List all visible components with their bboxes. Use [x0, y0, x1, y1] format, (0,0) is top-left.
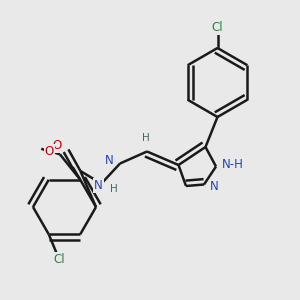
- Text: N: N: [94, 178, 103, 192]
- Text: O: O: [45, 145, 54, 158]
- Text: N: N: [210, 179, 219, 193]
- Text: N: N: [105, 154, 113, 167]
- Text: H: H: [110, 184, 118, 194]
- Text: Cl: Cl: [53, 253, 65, 266]
- Text: N-H: N-H: [222, 158, 243, 172]
- Text: Cl: Cl: [212, 21, 223, 34]
- Text: H: H: [142, 133, 149, 143]
- Text: O: O: [52, 139, 62, 152]
